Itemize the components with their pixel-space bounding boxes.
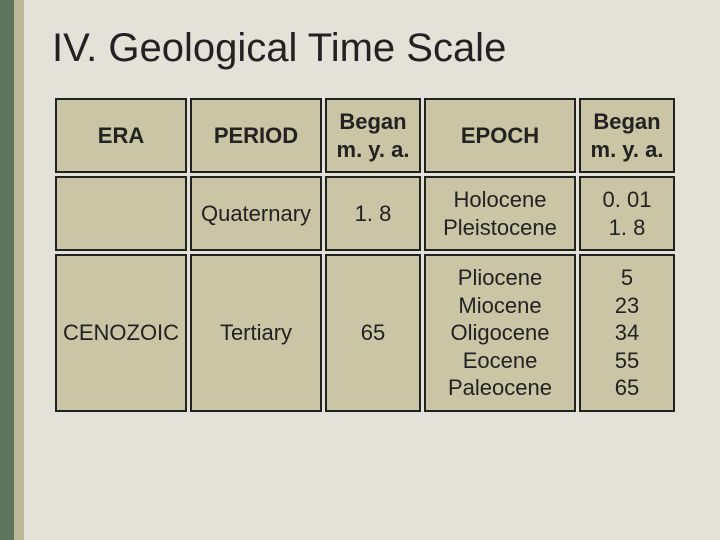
col-header-began2: Began m. y. a. (579, 98, 675, 173)
cell-began1: 1. 8 (325, 176, 421, 251)
cell-era-cenozoic: CENOZOIC (55, 254, 187, 412)
cell-era-empty (55, 176, 187, 251)
table-header-row: ERA PERIOD Began m. y. a. EPOCH Began m.… (55, 98, 675, 173)
geological-time-table: ERA PERIOD Began m. y. a. EPOCH Began m.… (52, 95, 678, 415)
cell-began2: 5 23 34 55 65 (579, 254, 675, 412)
cell-period: Tertiary (190, 254, 322, 412)
cell-epoch: Pliocene Miocene Oligocene Eocene Paleoc… (424, 254, 576, 412)
cell-began1: 65 (325, 254, 421, 412)
slide-left-bar-inner (14, 0, 24, 540)
table-row: CENOZOIC Tertiary 65 Pliocene Miocene Ol… (55, 254, 675, 412)
cell-began2: 0. 01 1. 8 (579, 176, 675, 251)
cell-period: Quaternary (190, 176, 322, 251)
col-header-began1: Began m. y. a. (325, 98, 421, 173)
col-header-era: ERA (55, 98, 187, 173)
table-row: Quaternary 1. 8 Holocene Pleistocene 0. … (55, 176, 675, 251)
col-header-epoch: EPOCH (424, 98, 576, 173)
slide-left-bar (0, 0, 14, 540)
slide-content: IV. Geological Time Scale ERA PERIOD Beg… (24, 0, 720, 540)
cell-epoch: Holocene Pleistocene (424, 176, 576, 251)
col-header-period: PERIOD (190, 98, 322, 173)
slide-title: IV. Geological Time Scale (52, 26, 686, 71)
